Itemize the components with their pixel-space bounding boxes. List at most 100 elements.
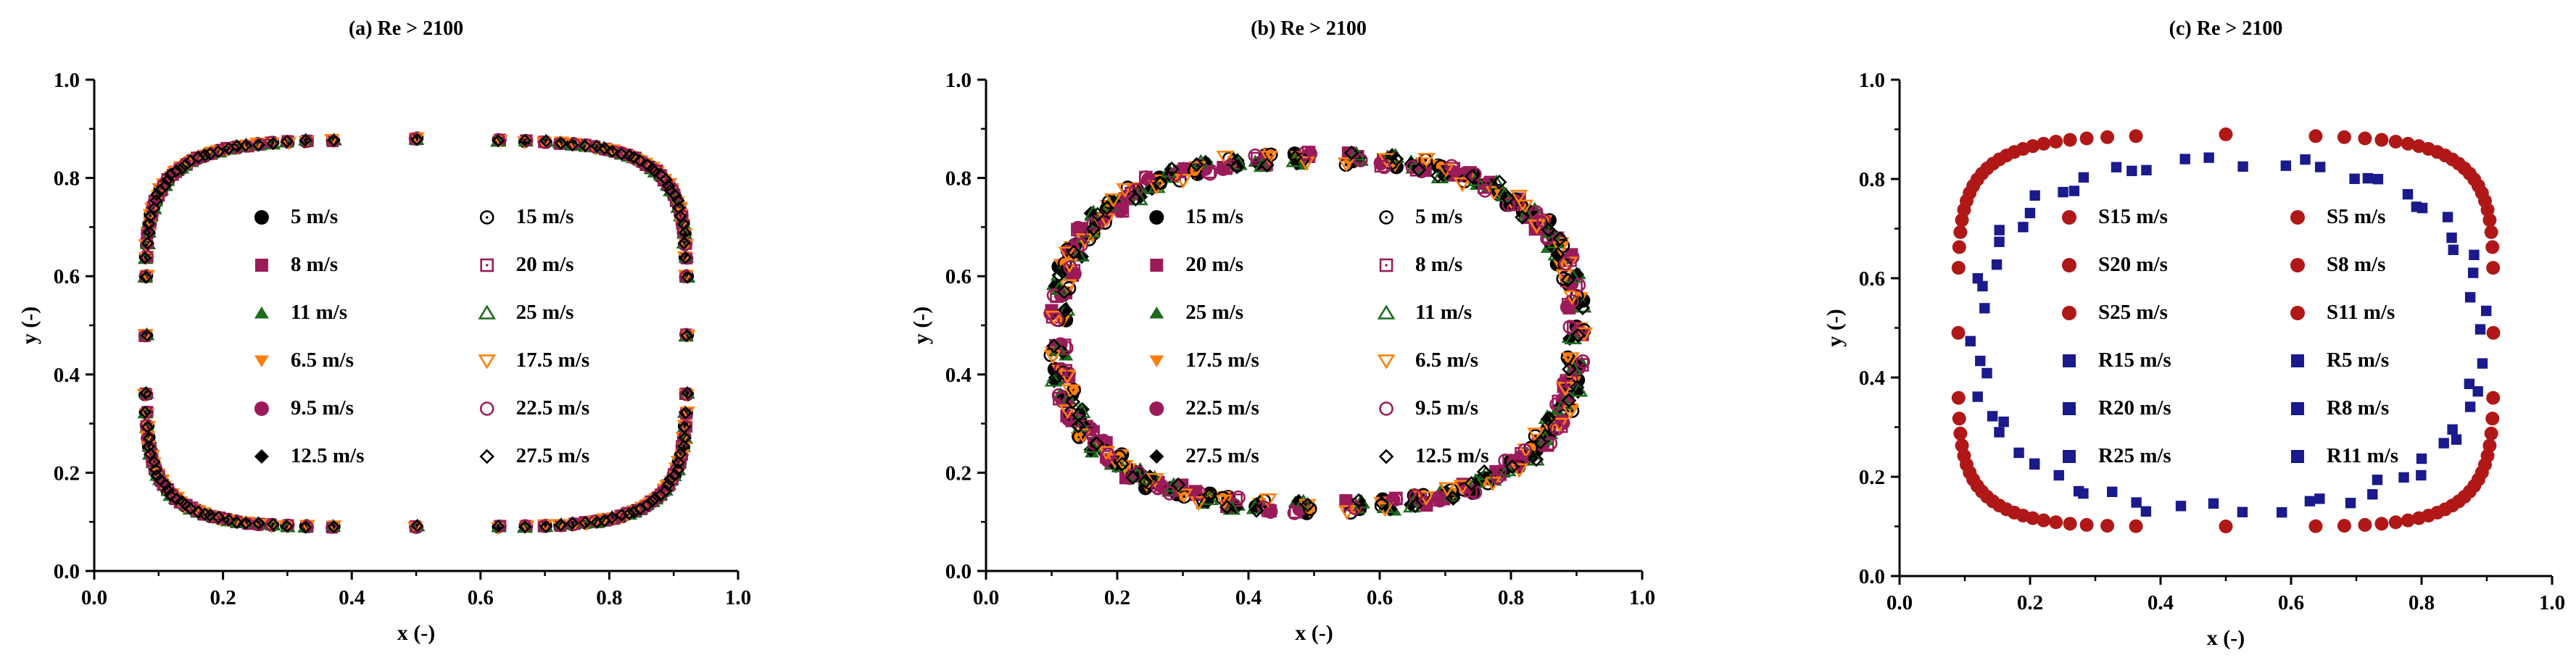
data-point: [1502, 197, 1516, 212]
x-axis-label: x (-): [2207, 626, 2245, 650]
y-tick-label: 0.8: [54, 167, 80, 191]
data-point: [2477, 358, 2488, 369]
legend-marker: [1149, 355, 1164, 367]
data-point: [2237, 506, 2248, 517]
data-point: [265, 518, 278, 531]
data-point: [138, 405, 152, 420]
y-tick-label: 1.0: [945, 69, 972, 92]
data-point: [2068, 185, 2080, 196]
data-point: [164, 488, 178, 502]
legend-marker: [2290, 210, 2305, 225]
data-point: [1405, 159, 1420, 175]
data-point: [1575, 300, 1591, 316]
y-tick-label: 0.4: [54, 364, 80, 387]
data-point: [1065, 394, 1081, 409]
data-point: [1431, 490, 1446, 505]
chart-panel-1: (a) Re > 2100 0.0 0.2 0.4 0.6 0.8 1.0 0.0 0.2 0.4…: [17, 17, 751, 645]
data-point: [1138, 474, 1154, 489]
data-point: [2372, 173, 2384, 185]
data-point: [152, 469, 165, 482]
legend-item: 12.5 m/s: [254, 444, 364, 467]
data-point: [163, 167, 178, 181]
data-point: [1044, 372, 1063, 387]
data-point: [159, 478, 173, 491]
data-point: [1560, 272, 1575, 288]
data-point: [1952, 240, 1966, 254]
legend-item: R11 m/s: [2291, 444, 2398, 467]
data-point: [299, 520, 312, 534]
legend-item: 25 m/s: [478, 301, 573, 324]
data-point: [2314, 162, 2326, 172]
legend-label: 27.5 m/s: [1185, 444, 1259, 467]
data-point: [1417, 491, 1436, 506]
data-point: [668, 188, 682, 202]
data-point: [1374, 496, 1390, 511]
data-point: [1994, 236, 2005, 247]
chart-title: (c) Re > 2100: [2169, 17, 2283, 40]
data-point: [1343, 145, 1359, 161]
data-point: [668, 468, 682, 482]
data-point: [1490, 470, 1505, 485]
x-tick-label: 1.0: [725, 586, 751, 609]
data-point: [1549, 397, 1564, 412]
data-point: [141, 420, 154, 434]
legend-label: 9.5 m/s: [291, 396, 354, 420]
data-point: [299, 133, 312, 147]
data-point: [2100, 130, 2115, 144]
y-tick-label: 0.6: [1859, 267, 1885, 291]
data-point: [1128, 467, 1147, 482]
data-point: [141, 440, 156, 454]
data-point: [1951, 325, 1966, 340]
data-point: [1170, 477, 1186, 493]
data-point: [2349, 173, 2360, 184]
legend-marker: [1377, 304, 1396, 320]
data-point: [2388, 515, 2403, 530]
legend-item: S15 m/s: [2062, 205, 2168, 228]
legend-marker: [2290, 306, 2305, 320]
data-point: [1251, 151, 1264, 166]
data-point: [1994, 427, 2005, 438]
data-point: [1074, 238, 1089, 252]
legend-label: R15 m/s: [2098, 349, 2171, 372]
legend-label: 20 m/s: [516, 253, 574, 276]
data-point: [2277, 506, 2287, 518]
legend-label: 12.5 m/s: [1415, 444, 1489, 467]
data-point: [1061, 384, 1080, 399]
data-point: [2448, 244, 2459, 255]
data-point: [280, 135, 294, 149]
data-point: [2126, 165, 2137, 177]
data-point: [2078, 488, 2089, 499]
data-point: [671, 193, 685, 207]
legend-item: 6.5 m/s: [254, 349, 354, 372]
data-point: [1162, 486, 1177, 501]
data-point: [1053, 362, 1069, 377]
data-point: [678, 431, 692, 445]
legend-label: 25 m/s: [1185, 301, 1243, 324]
data-point: [147, 201, 161, 215]
y-tick-label: 0.2: [1859, 466, 1885, 489]
legend-marker: [480, 258, 494, 272]
data-point: [1164, 161, 1180, 177]
data-point: [230, 139, 244, 153]
y-tick-label: 0.4: [1859, 367, 1885, 390]
data-point: [1575, 327, 1594, 343]
data-point: [2063, 517, 2077, 531]
data-point: [1116, 183, 1135, 199]
data-point: [2482, 438, 2497, 453]
data-point: [680, 329, 694, 343]
x-axis-label: x (-): [397, 621, 435, 645]
data-point: [1253, 157, 1272, 172]
x-tick-label: 0.2: [1104, 586, 1130, 609]
data-point: [1231, 490, 1246, 505]
data-point: [2049, 515, 2063, 530]
data-point: [142, 225, 156, 239]
data-point: [1388, 492, 1404, 506]
data-point: [1464, 169, 1480, 184]
data-point: [1972, 391, 1983, 402]
legend-marker: [2291, 354, 2304, 367]
x-tick-label: 0.8: [596, 586, 622, 609]
data-point: [566, 516, 579, 530]
legend: 5 m/s 8 m/s 11 m/s 6.5 m/s 9.5 m/s 12.5 m/s 15…: [254, 205, 589, 467]
data-point: [2402, 188, 2414, 200]
